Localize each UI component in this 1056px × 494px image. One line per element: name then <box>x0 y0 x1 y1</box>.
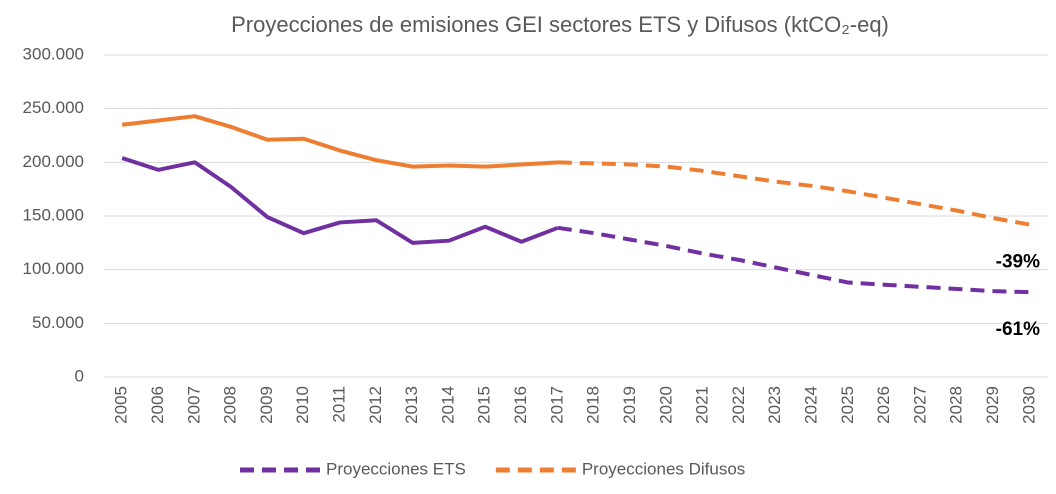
series-line <box>121 114 558 169</box>
y-tick-label: 200.000 <box>23 152 84 171</box>
x-tick-label: 2006 <box>148 386 167 424</box>
x-tick-label: 2011 <box>329 386 348 423</box>
x-tick-label: 2030 <box>1019 386 1038 424</box>
legend-label: Proyecciones Difusos <box>582 459 745 478</box>
x-tick-label: 2026 <box>874 386 893 424</box>
y-tick-label: 0 <box>75 366 84 385</box>
x-tick-label: 2017 <box>547 386 566 424</box>
x-tick-label: 2013 <box>402 386 421 424</box>
x-tick-label: 2016 <box>511 386 530 424</box>
x-tick-label: 2022 <box>729 386 748 424</box>
y-tick-label: 100.000 <box>23 259 84 278</box>
x-tick-label: 2009 <box>257 386 276 424</box>
annotation: -39% <box>996 252 1040 273</box>
x-tick-label: 2010 <box>293 386 312 424</box>
series-line <box>557 160 1031 227</box>
y-tick-label: 50.000 <box>32 313 84 332</box>
x-tick-label: 2023 <box>765 386 784 424</box>
x-tick-label: 2021 <box>693 386 712 424</box>
x-tick-label: 2008 <box>221 386 240 424</box>
series-line <box>121 156 559 245</box>
legend-label: Proyecciones ETS <box>326 459 466 478</box>
x-tick-label: 2020 <box>656 386 675 424</box>
x-tick-label: 2012 <box>366 386 385 424</box>
x-tick-label: 2027 <box>910 386 929 424</box>
x-tick-label: 2015 <box>475 386 494 424</box>
x-tick-label: 2019 <box>620 386 639 424</box>
series-line <box>557 225 1030 295</box>
annotation: -61% <box>996 319 1040 340</box>
y-tick-label: 150.000 <box>23 205 84 224</box>
x-tick-label: 2024 <box>801 386 820 424</box>
x-tick-label: 2014 <box>438 386 457 424</box>
chart-title: Proyecciones de emisiones GEI sectores E… <box>231 12 889 37</box>
y-tick-label: 300.000 <box>23 44 84 63</box>
x-tick-label: 2025 <box>838 386 857 424</box>
x-tick-label: 2007 <box>184 386 203 424</box>
y-tick-label: 250.000 <box>23 98 84 117</box>
x-tick-label: 2029 <box>983 386 1002 424</box>
x-tick-label: 2005 <box>112 386 131 424</box>
x-tick-label: 2018 <box>584 386 603 424</box>
x-tick-label: 2028 <box>947 386 966 424</box>
